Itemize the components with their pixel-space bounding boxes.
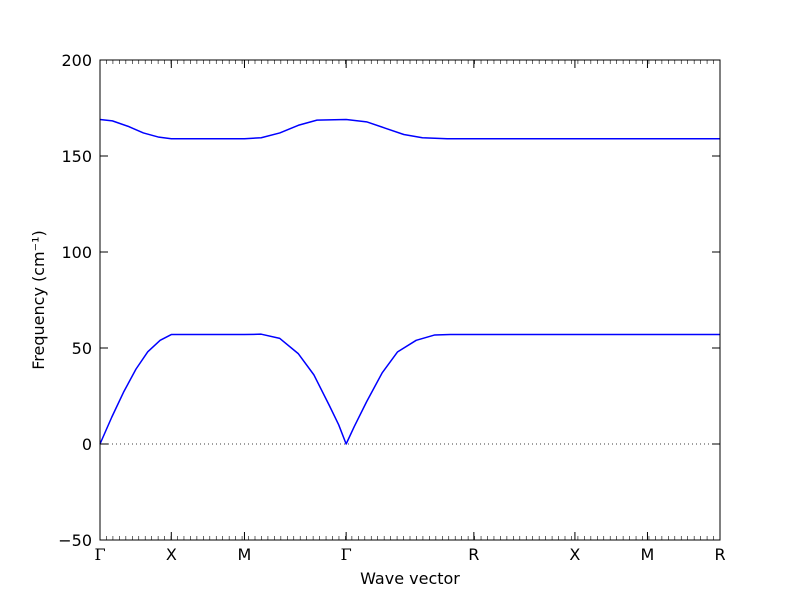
series-line-1 xyxy=(99,333,720,445)
x-tick-label: X xyxy=(569,545,580,564)
y-tick-label: 200 xyxy=(61,51,92,70)
plot-frame xyxy=(99,59,721,541)
x-axis-label: Wave vector xyxy=(360,569,460,588)
y-tick-label: 100 xyxy=(61,243,92,262)
x-tick-label: M xyxy=(238,545,252,564)
y-ticks: −50 0 50 100 150 200 xyxy=(58,51,720,550)
x-tick-label: R xyxy=(714,545,725,564)
y-tick-label: 50 xyxy=(72,339,92,358)
y-axis-label: Frequency (cm⁻¹) xyxy=(29,230,48,369)
y-tick-label: 0 xyxy=(82,435,92,454)
x-tick-label: M xyxy=(641,545,655,564)
y-tick-label: 150 xyxy=(61,147,92,166)
series-line-2 xyxy=(99,118,720,140)
x-tick-label: Γ xyxy=(94,545,105,564)
x-tick-label: Γ xyxy=(341,545,352,564)
x-tick-label: X xyxy=(166,545,177,564)
y-tick-label: −50 xyxy=(58,531,92,550)
series-layer xyxy=(99,118,720,445)
x-tick-label: R xyxy=(468,545,479,564)
